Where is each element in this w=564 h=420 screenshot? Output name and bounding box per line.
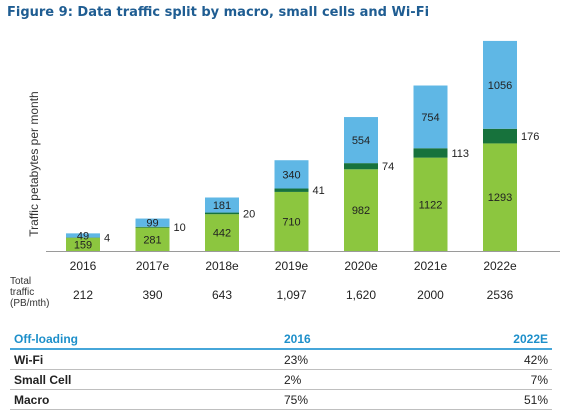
bars-layer [66, 40, 517, 251]
total-traffic-value: 390 [142, 288, 162, 302]
bar-small-cell-2022e [483, 128, 517, 144]
x-tick-label: 2017e [136, 259, 170, 273]
cell-2016: 2% [284, 372, 302, 387]
labels-layer: 159 4 49 2016 212 281 10 99 2017e 390 442 20 181 2018… [70, 80, 540, 302]
bar-wi-fi-2022e [483, 40, 517, 129]
cell-2022e: 7% [530, 372, 548, 387]
table-header-2022e: 2022E [513, 331, 548, 346]
bar-macro-2016 [66, 237, 100, 251]
bar-wi-fi-2018e [205, 197, 239, 213]
data-label-macro: 1293 [488, 192, 512, 204]
total-traffic-value: 1,620 [346, 288, 376, 302]
offloading-table: Off-loading 2016 2022E Wi-Fi 23% 42% Sma… [10, 329, 552, 410]
data-label-macro: 159 [74, 239, 92, 251]
bar-macro-2019e [274, 191, 309, 251]
table-row: Macro 75% 51% [10, 390, 552, 410]
table-header-2016: 2016 [284, 331, 311, 346]
total-traffic-label: Total traffic (PB/mth) [10, 276, 49, 309]
data-label-wi-fi: 554 [352, 135, 370, 147]
bar-wi-fi-2021e [413, 85, 448, 149]
x-tick-label: 2018e [205, 259, 239, 273]
total-label-line: (PB/mth) [10, 298, 50, 309]
x-tick-label: 2016 [70, 259, 97, 273]
data-label-small-cell: 176 [521, 131, 539, 143]
data-label-small-cell: 113 [452, 148, 470, 160]
bar-macro-2017e [135, 227, 170, 251]
total-label-line: traffic [10, 287, 35, 298]
bar-macro-2018e [205, 214, 239, 251]
row-label: Macro [14, 392, 50, 407]
data-label-wi-fi: 181 [213, 200, 231, 212]
cell-2022e: 51% [523, 392, 548, 407]
data-label-small-cell: 74 [382, 161, 394, 173]
bar-wi-fi-2016 [66, 233, 100, 238]
total-traffic-value: 643 [212, 288, 232, 302]
total-traffic-value: 2536 [487, 288, 514, 302]
bar-small-cell-2020e [344, 163, 378, 170]
row-label: Wi-Fi [14, 352, 44, 367]
bar-small-cell-2018e [205, 212, 239, 215]
total-label-line: Total [10, 276, 32, 287]
bar-macro-2022e [483, 143, 517, 251]
bar-small-cell-2019e [274, 188, 309, 192]
x-tick-label: 2021e [414, 259, 448, 273]
figure-title: Figure 9: Data traffic split by macro, s… [7, 5, 430, 20]
row-label: Small Cell [14, 372, 72, 387]
y-axis-label: Traffic petabytes per month [27, 91, 41, 236]
bar-wi-fi-2020e [344, 117, 378, 164]
data-label-small-cell: 41 [313, 185, 325, 197]
cell-2016: 23% [284, 352, 309, 367]
total-traffic-value: 212 [73, 288, 93, 302]
data-label-macro: 442 [213, 228, 231, 240]
table-header-row: Off-loading 2016 2022E [10, 329, 552, 349]
cell-2022e: 42% [523, 352, 548, 367]
data-label-wi-fi: 99 [146, 218, 158, 230]
x-tick-label: 2022e [483, 259, 517, 273]
bar-wi-fi-2019e [274, 160, 309, 189]
data-label-small-cell: 10 [174, 222, 186, 234]
stacked-bar-chart: 159 4 49 2016 212 281 10 99 2017e 390 442 20 181 2018… [27, 40, 560, 302]
x-tick-label: 2019e [275, 259, 309, 273]
table-row: Small Cell 2% 7% [10, 370, 552, 390]
data-label-wi-fi: 754 [421, 112, 439, 124]
bar-macro-2021e [413, 157, 448, 251]
bar-small-cell-2017e [135, 226, 170, 228]
table-row: Wi-Fi 23% 42% [10, 349, 552, 370]
data-label-wi-fi: 340 [282, 169, 300, 181]
table-header-offloading: Off-loading [14, 331, 78, 346]
data-label-small-cell: 20 [243, 208, 255, 220]
data-label-macro: 281 [143, 234, 161, 246]
data-label-macro: 710 [282, 216, 300, 228]
x-tick-label: 2020e [344, 259, 378, 273]
cell-2016: 75% [284, 392, 309, 407]
data-label-small-cell: 4 [104, 233, 110, 245]
data-label-wi-fi: 1056 [488, 80, 512, 92]
data-label-macro: 1122 [419, 199, 443, 211]
total-traffic-value: 1,097 [276, 288, 306, 302]
data-label-wi-fi: 49 [77, 230, 89, 242]
bar-small-cell-2021e [413, 148, 448, 158]
data-label-macro: 982 [352, 205, 370, 217]
bar-wi-fi-2017e [135, 218, 170, 227]
bar-macro-2020e [344, 169, 378, 251]
total-traffic-value: 2000 [417, 288, 444, 302]
